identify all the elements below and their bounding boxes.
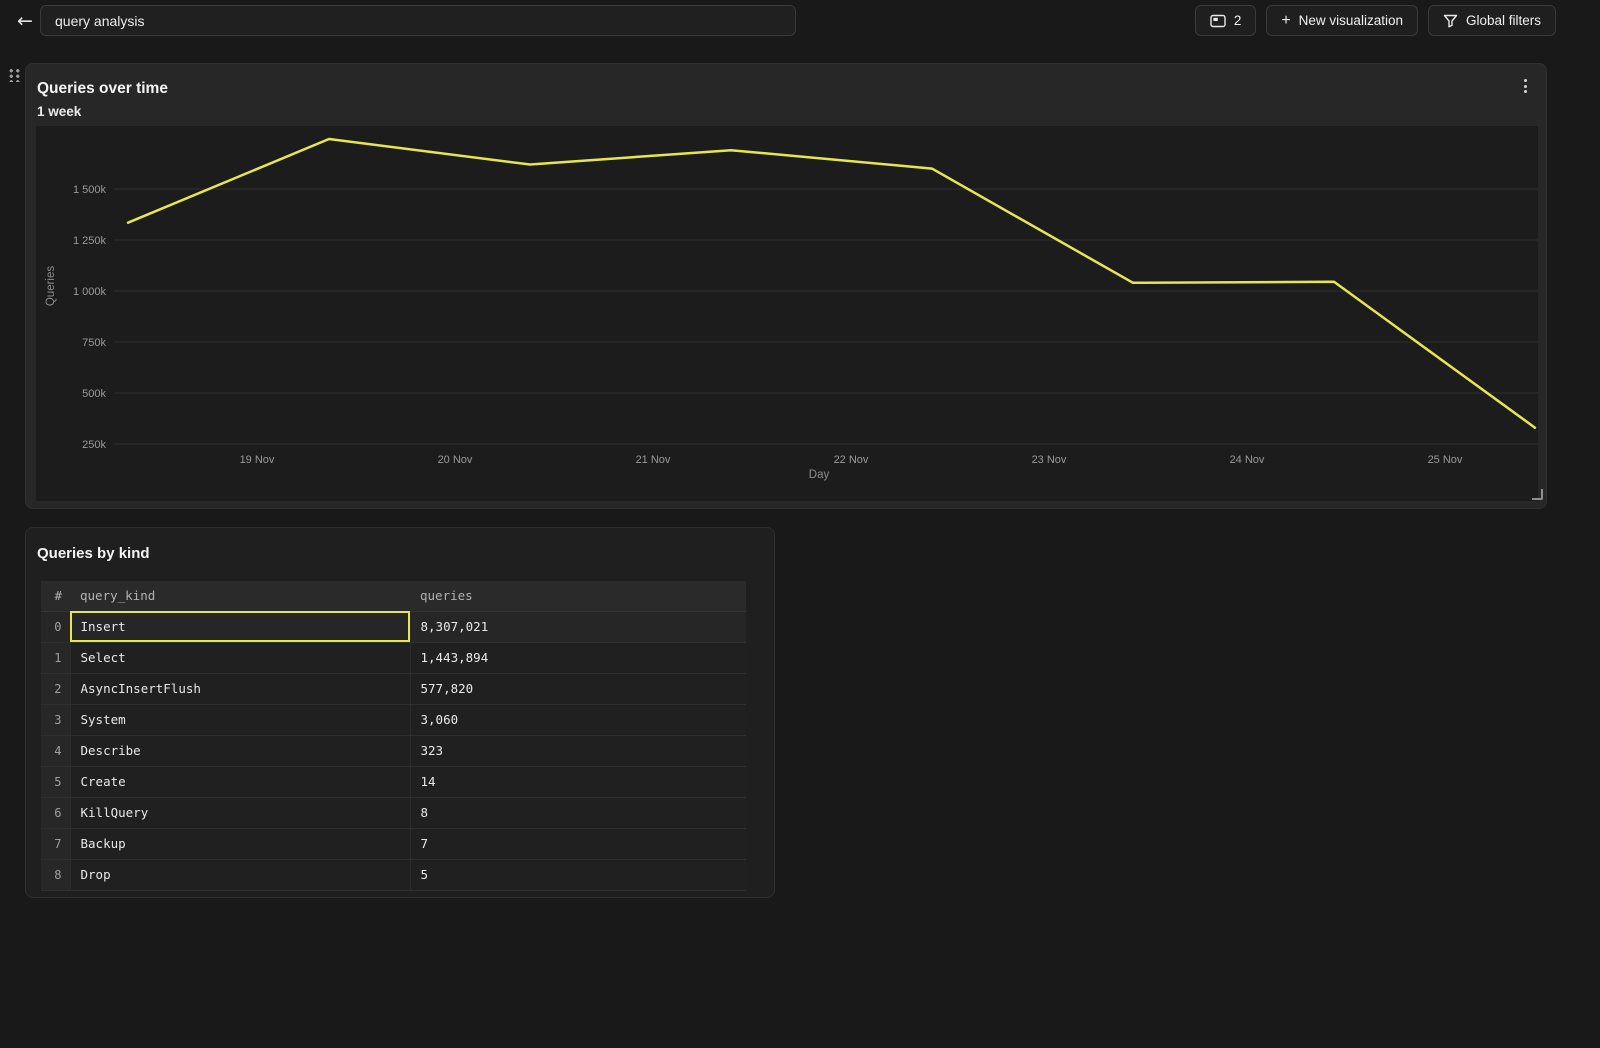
row-index-cell: 2 bbox=[41, 673, 71, 705]
table-header: # query_kind queries bbox=[41, 581, 746, 612]
queries-count-cell[interactable]: 8,307,021 bbox=[410, 611, 746, 643]
query-kind-cell[interactable]: System bbox=[70, 704, 411, 736]
query-kind-cell[interactable]: Insert bbox=[70, 611, 411, 643]
y-tick-label: 750k bbox=[82, 337, 106, 349]
pages-count-button[interactable]: 2 bbox=[1194, 5, 1257, 36]
y-tick-label: 1 500k bbox=[73, 184, 107, 196]
queries-count-cell[interactable]: 5 bbox=[410, 859, 746, 891]
queries-by-kind-table: # query_kind queries 0 Insert 8,307,021 1 Se… bbox=[41, 581, 746, 891]
panel-resize-handle[interactable] bbox=[1532, 489, 1543, 500]
chart-panel: Queries over time 1 week 1 500k 1 250k 1 0… bbox=[25, 63, 1547, 509]
new-visualization-label: New visualization bbox=[1298, 13, 1403, 28]
y-tick-label: 250k bbox=[82, 439, 106, 451]
table-row: 3 System 3,060 bbox=[41, 704, 746, 736]
table-row: 6 KillQuery 8 bbox=[41, 797, 746, 829]
x-axis-title: Day bbox=[809, 469, 830, 481]
table-row: 8 Drop 5 bbox=[41, 859, 746, 891]
topbar-actions: 2 + New visualization Global filters bbox=[1194, 5, 1556, 36]
grip-dots-icon bbox=[7, 67, 20, 82]
queries-count-cell[interactable]: 3,060 bbox=[410, 704, 746, 736]
query-kind-cell[interactable]: Drop bbox=[70, 859, 411, 891]
table-row: 0 Insert 8,307,021 bbox=[41, 611, 746, 643]
table-panel: Queries by kind # query_kind queries 0 In… bbox=[25, 527, 775, 898]
table-row: 5 Create 14 bbox=[41, 766, 746, 798]
row-index-cell: 1 bbox=[41, 642, 71, 674]
y-tick-label: 1 000k bbox=[73, 286, 107, 298]
kebab-icon bbox=[1523, 79, 1527, 82]
table-body: 0 Insert 8,307,021 1 Select 1,443,894 2 AsyncIn… bbox=[41, 611, 746, 891]
row-index-cell: 5 bbox=[41, 766, 71, 798]
row-index-cell: 3 bbox=[41, 704, 71, 736]
queries-count-cell[interactable]: 1,443,894 bbox=[410, 642, 746, 674]
x-tick-label: 25 Nov bbox=[1428, 454, 1463, 466]
query-kind-cell[interactable]: KillQuery bbox=[70, 797, 411, 829]
x-tick-label: 20 Nov bbox=[438, 454, 473, 466]
chart-plot-area[interactable]: 1 500k 1 250k 1 000k 750k 500k 250k Queries 19 … bbox=[36, 126, 1538, 501]
canvas-icon bbox=[1210, 14, 1226, 28]
y-tick-label: 500k bbox=[82, 388, 106, 400]
query-kind-cell[interactable]: Select bbox=[70, 642, 411, 674]
table-row: 2 AsyncInsertFlush 577,820 bbox=[41, 673, 746, 705]
table-row: 1 Select 1,443,894 bbox=[41, 642, 746, 674]
pages-count-label: 2 bbox=[1233, 13, 1242, 28]
y-axis-title: Queries bbox=[45, 266, 57, 307]
row-index-cell: 8 bbox=[41, 859, 71, 891]
x-tick-label: 21 Nov bbox=[636, 454, 671, 466]
x-tick-label: 23 Nov bbox=[1032, 454, 1067, 466]
back-arrow-icon: ← bbox=[17, 10, 33, 32]
row-index-cell: 7 bbox=[41, 828, 71, 860]
queries-series-line bbox=[126, 137, 1537, 429]
queries-count-cell[interactable]: 577,820 bbox=[410, 673, 746, 705]
back-button[interactable]: ← bbox=[12, 9, 38, 33]
queries-count-cell[interactable]: 14 bbox=[410, 766, 746, 798]
panel-drag-handle[interactable] bbox=[7, 67, 20, 82]
global-filters-label: Global filters bbox=[1465, 13, 1541, 28]
query-kind-cell[interactable]: Create bbox=[70, 766, 411, 798]
row-index-cell: 0 bbox=[41, 611, 71, 643]
table-title: Queries by kind bbox=[37, 545, 150, 562]
column-header-query-kind[interactable]: query_kind bbox=[70, 581, 410, 612]
top-bar: ← 2 + New visualization Global filters bbox=[0, 0, 1600, 42]
plus-icon: + bbox=[1281, 11, 1291, 29]
table-row: 4 Describe 323 bbox=[41, 735, 746, 767]
queries-count-cell[interactable]: 323 bbox=[410, 735, 746, 767]
x-tick-label: 22 Nov bbox=[834, 454, 869, 466]
column-header-queries[interactable]: queries bbox=[410, 581, 746, 612]
column-header-index[interactable]: # bbox=[41, 581, 70, 612]
row-index-cell: 4 bbox=[41, 735, 71, 767]
row-index-cell: 6 bbox=[41, 797, 71, 829]
line-chart-svg: 1 500k 1 250k 1 000k 750k 500k 250k Queries 19 … bbox=[45, 137, 1538, 481]
table-row: 7 Backup 7 bbox=[41, 828, 746, 860]
dashboard-title-input[interactable] bbox=[40, 5, 796, 36]
filter-funnel-icon bbox=[1443, 14, 1458, 28]
panel-menu-button[interactable] bbox=[1518, 77, 1532, 95]
queries-count-cell[interactable]: 8 bbox=[410, 797, 746, 829]
new-visualization-button[interactable]: + New visualization bbox=[1266, 5, 1418, 36]
query-kind-cell[interactable]: AsyncInsertFlush bbox=[70, 673, 411, 705]
global-filters-button[interactable]: Global filters bbox=[1427, 5, 1556, 36]
chart-title: Queries over time bbox=[37, 80, 168, 97]
query-kind-cell[interactable]: Backup bbox=[70, 828, 411, 860]
queries-count-cell[interactable]: 7 bbox=[410, 828, 746, 860]
x-tick-label: 19 Nov bbox=[240, 454, 275, 466]
chart-subtitle: 1 week bbox=[37, 104, 82, 119]
x-tick-label: 24 Nov bbox=[1230, 454, 1265, 466]
y-tick-label: 1 250k bbox=[73, 235, 107, 247]
query-kind-cell[interactable]: Describe bbox=[70, 735, 411, 767]
